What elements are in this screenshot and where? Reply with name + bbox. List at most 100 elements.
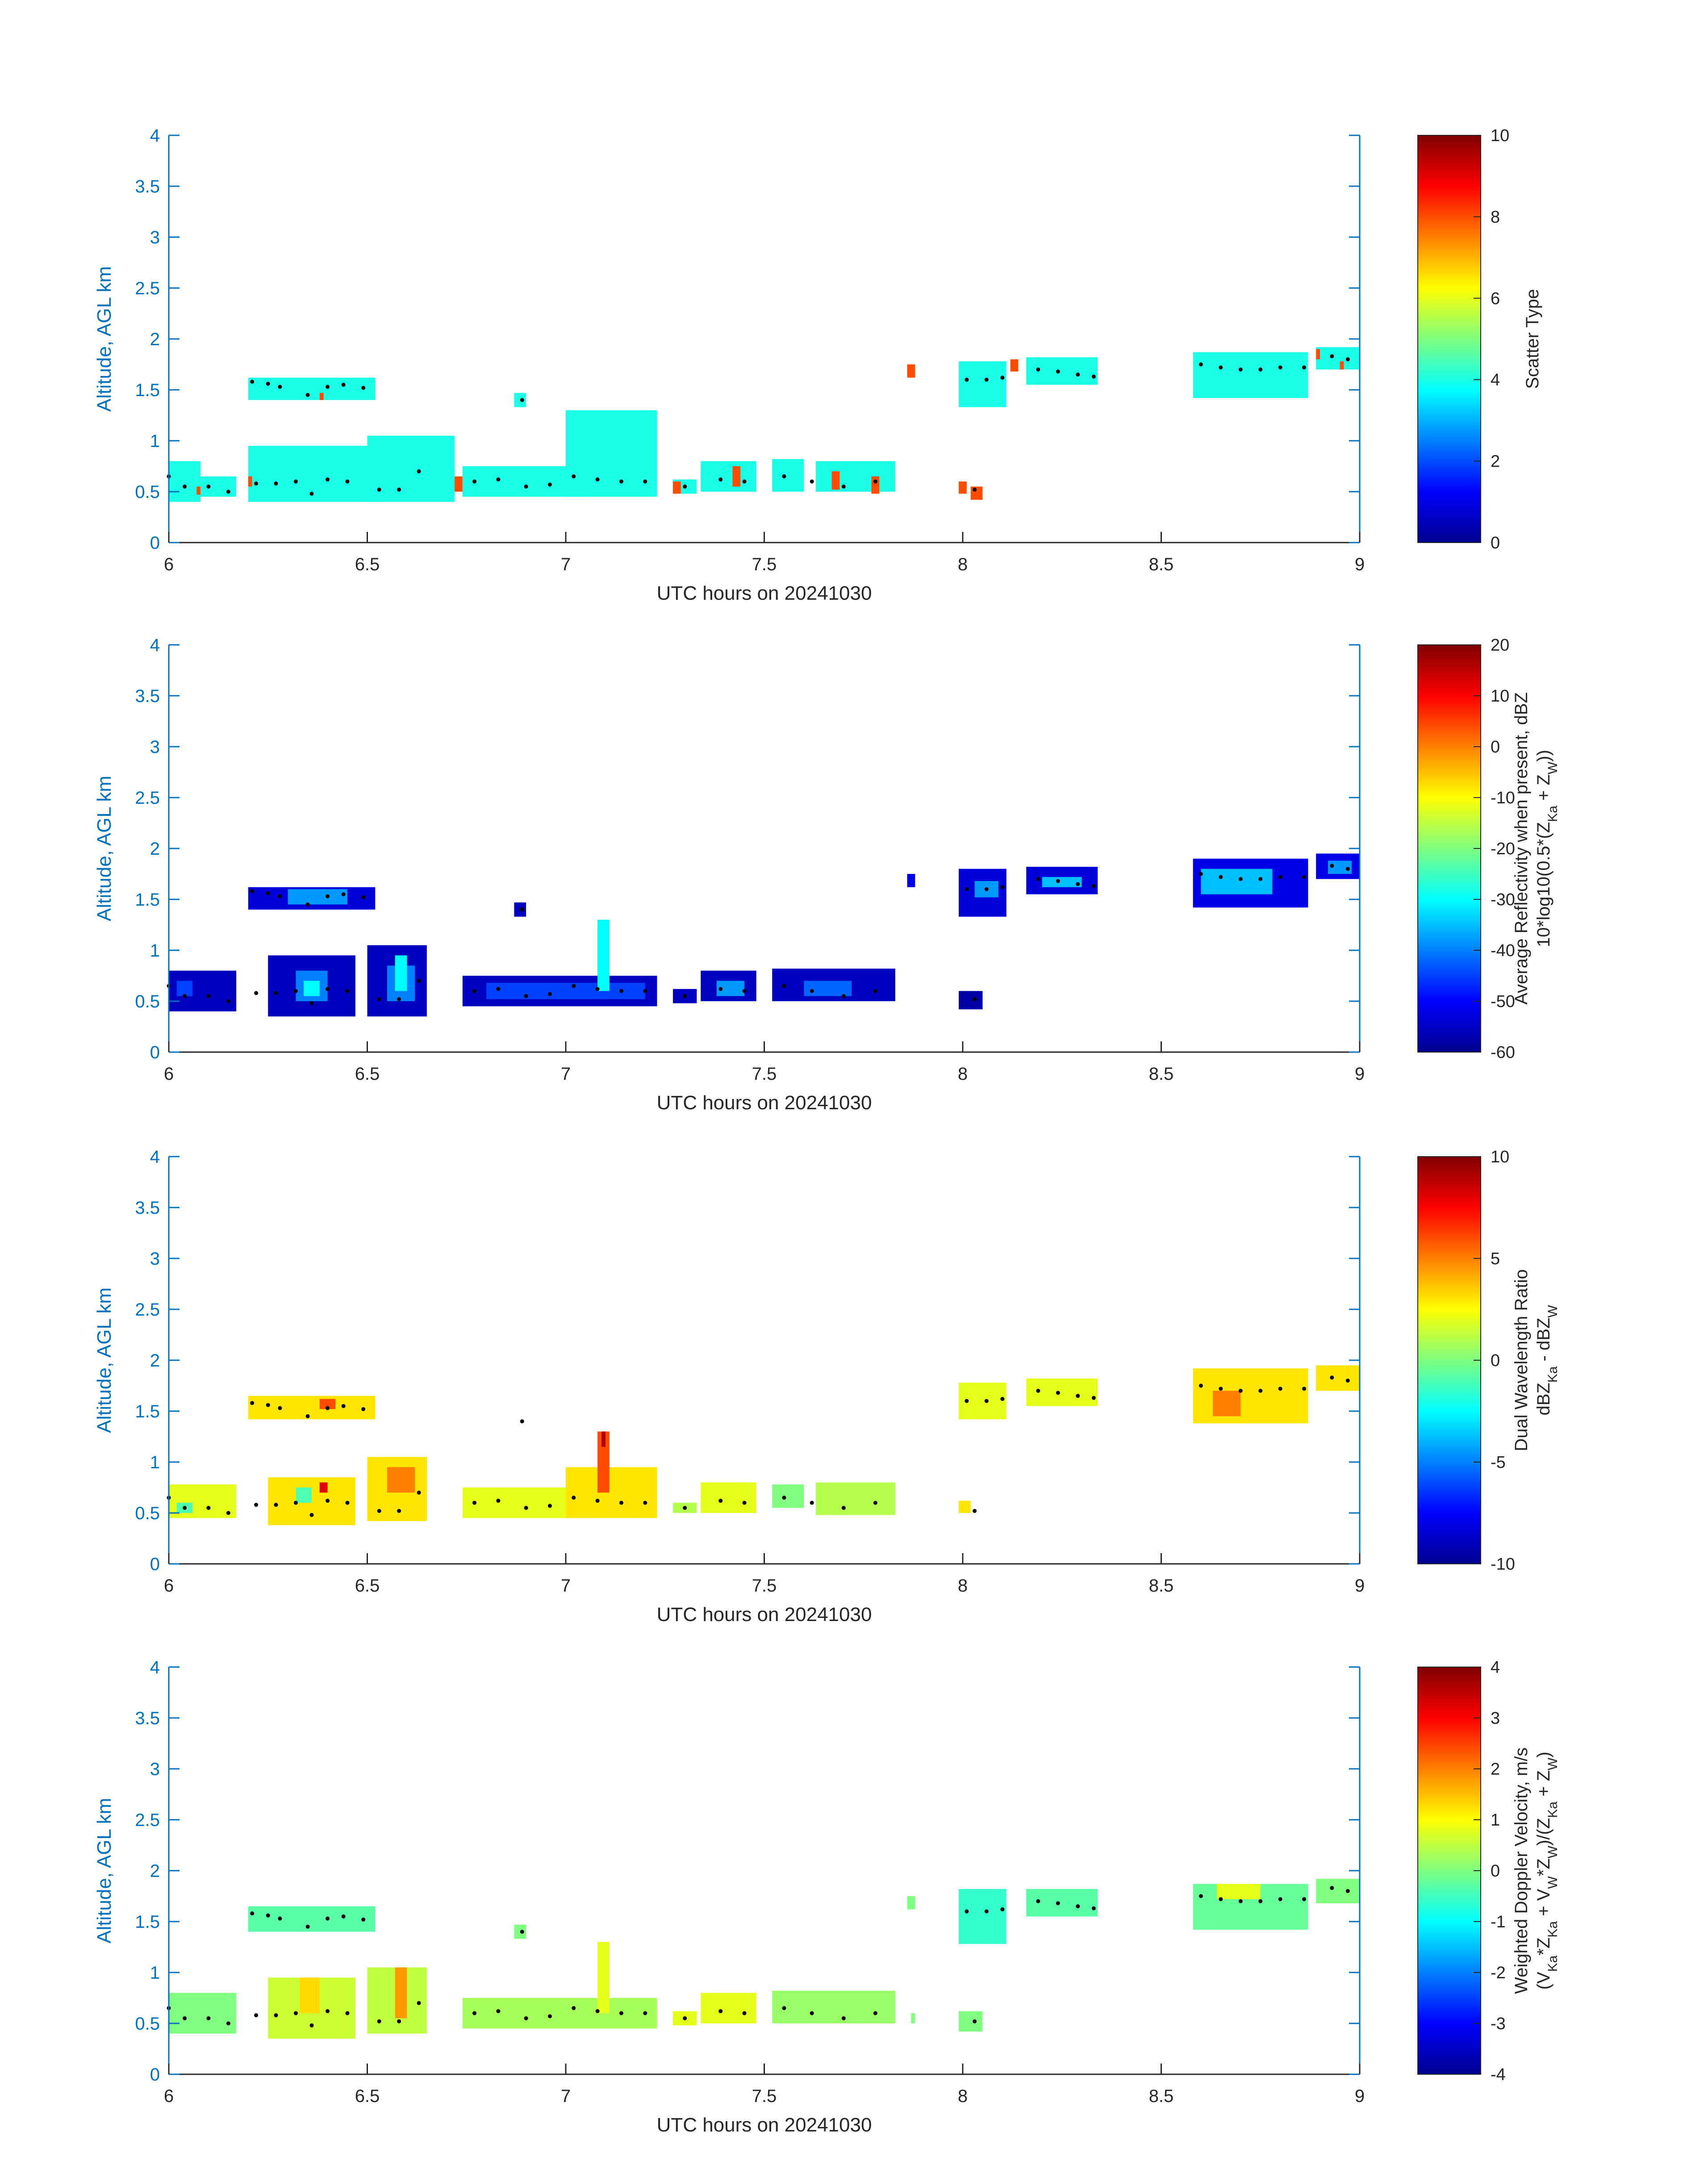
centroid-dot xyxy=(326,1406,330,1410)
centroid-dot xyxy=(782,2006,786,2010)
heatmap-cell xyxy=(319,393,324,400)
x-tick-label: 7 xyxy=(561,2086,571,2106)
centroid-dot xyxy=(397,997,401,1001)
centroid-dot xyxy=(326,1499,330,1503)
heatmap-cell xyxy=(319,1482,328,1493)
centroid-dot xyxy=(250,380,255,384)
centroid-dot xyxy=(305,1414,310,1418)
centroid-dot xyxy=(278,1406,282,1410)
heatmap-cell xyxy=(304,981,320,996)
colorbar-tick-label: -5 xyxy=(1491,1453,1506,1472)
heatmap-cell xyxy=(772,459,804,492)
centroid-dot xyxy=(1238,1899,1243,1903)
centroid-dot xyxy=(595,1499,600,1503)
panel-2-ylabel: Altitude, AGL km xyxy=(93,776,115,921)
centroid-dot xyxy=(305,902,310,907)
centroid-dot xyxy=(417,469,421,473)
scatter-type-centroid-dots xyxy=(167,354,1350,496)
centroid-dot xyxy=(1345,1379,1350,1383)
panel-3: 0 0.5 1 1.5 2 2.5 3 3.5 4 6 6.5 7 7.5 8 8.5 9 Altitude,… xyxy=(93,1147,1560,1625)
centroid-dot xyxy=(345,1500,350,1505)
centroid-dot xyxy=(595,987,600,991)
x-tick-label: 8.5 xyxy=(1149,555,1174,574)
heatmap-cell xyxy=(772,1484,804,1508)
panel-1-axes: 0 0.5 1 1.5 2 2.5 3 3.5 4 6 6.5 7 7.5 8 8.5 9 xyxy=(135,126,1365,574)
reflectivity-heatmap xyxy=(169,853,1360,1017)
y-tick-label: 4 xyxy=(150,1658,160,1677)
centroid-dot xyxy=(524,1506,528,1510)
heatmap-cell xyxy=(970,486,983,500)
heatmap-cell xyxy=(1201,869,1273,894)
centroid-dot xyxy=(1219,1897,1223,1901)
y-tick-label: 0.5 xyxy=(135,482,160,502)
centroid-dot xyxy=(377,487,381,492)
heatmap-cell xyxy=(1042,877,1082,887)
panel-4-colorbar: -4 -3 -2 -1 0 1 2 3 4 Weighted Doppler Velocity, … xyxy=(1417,1658,1560,2084)
heatmap-cell xyxy=(732,466,741,487)
panel-3-colorbar: -10 -5 0 5 10 Dual Wavelength Ratio dBZKa - dB… xyxy=(1417,1148,1560,1574)
centroid-dot xyxy=(496,2009,501,2014)
colorbar-tick-label: 10 xyxy=(1491,1148,1509,1166)
centroid-dot xyxy=(250,889,255,894)
heatmap-cell xyxy=(1316,1879,1360,1903)
y-tick-label: 0 xyxy=(150,2065,160,2085)
centroid-dot xyxy=(782,984,786,988)
centroid-dot xyxy=(1258,877,1263,881)
heatmap-cell xyxy=(288,889,348,905)
centroid-dot xyxy=(1036,1388,1040,1393)
centroid-dot xyxy=(572,984,576,988)
centroid-dot xyxy=(472,1500,477,1505)
heatmap-cell xyxy=(1193,1368,1308,1424)
colorbar-tick-label: 0 xyxy=(1491,534,1500,552)
heatmap-cell xyxy=(566,1467,657,1518)
centroid-dot xyxy=(1278,875,1282,879)
y-tick-label: 0.5 xyxy=(135,1504,160,1523)
heatmap-cell xyxy=(200,476,237,497)
centroid-dot xyxy=(1000,1907,1005,1912)
x-tick-label: 9 xyxy=(1355,2086,1365,2106)
centroid-dot xyxy=(1076,372,1080,377)
colorbar-tick-label: 10 xyxy=(1491,126,1509,145)
centroid-dot xyxy=(873,479,877,484)
centroid-dot xyxy=(572,1496,576,1500)
centroid-dot xyxy=(266,1913,270,1918)
x-tick-label: 6.5 xyxy=(355,555,380,574)
heatmap-cell xyxy=(959,991,983,1010)
reflectivity-centroid-dots xyxy=(167,864,1350,1006)
centroid-dot xyxy=(266,891,270,895)
centroid-dot xyxy=(683,994,687,999)
colorbar-tick-label: -50 xyxy=(1491,992,1515,1011)
centroid-dot xyxy=(572,474,576,479)
centroid-dot xyxy=(361,385,366,390)
centroid-dot xyxy=(274,2013,278,2018)
colorbar-label-line: Weighted Doppler Velocity, m/s xyxy=(1512,1747,1531,1994)
heatmap-cell xyxy=(959,2011,983,2032)
x-tick-label: 8.5 xyxy=(1149,2086,1174,2106)
colorbar-tick-label: 0 xyxy=(1491,1351,1500,1370)
heatmap-cell xyxy=(907,364,915,378)
colorbar-tick-label: 2 xyxy=(1491,1760,1500,1779)
centroid-dot xyxy=(266,1403,270,1407)
colorbar-tick-label: -40 xyxy=(1491,941,1515,960)
centroid-dot xyxy=(226,489,230,494)
colorbar-tick-label: 4 xyxy=(1491,371,1500,389)
centroid-dot xyxy=(619,989,623,993)
x-tick-label: 6 xyxy=(164,555,174,574)
centroid-dot xyxy=(643,1500,647,1505)
heatmap-cell xyxy=(871,476,880,494)
heatmap-cell xyxy=(597,919,610,991)
colorbar-gradient xyxy=(1417,135,1481,543)
heatmap-cell xyxy=(601,1431,606,1447)
centroid-dot xyxy=(309,2023,314,2028)
panel-4-axes: 0 0.5 1 1.5 2 2.5 3 3.5 4 6 6.5 7 7.5 8 8.5 9 xyxy=(135,1658,1365,2106)
centroid-dot xyxy=(1302,365,1307,370)
heatmap-cell xyxy=(1213,1391,1241,1417)
centroid-dot xyxy=(254,1503,259,1507)
y-tick-label: 0 xyxy=(150,533,160,553)
centroid-dot xyxy=(1258,1388,1263,1393)
panel-4-xlabel: UTC hours on 20241030 xyxy=(657,2114,872,2136)
colorbar-label-line: 10*log10(0.5*(ZKa + ZW)) xyxy=(1534,750,1560,947)
heatmap-cell xyxy=(462,466,586,497)
y-tick-label: 4 xyxy=(150,126,160,146)
heatmap-cell xyxy=(296,1488,312,1503)
